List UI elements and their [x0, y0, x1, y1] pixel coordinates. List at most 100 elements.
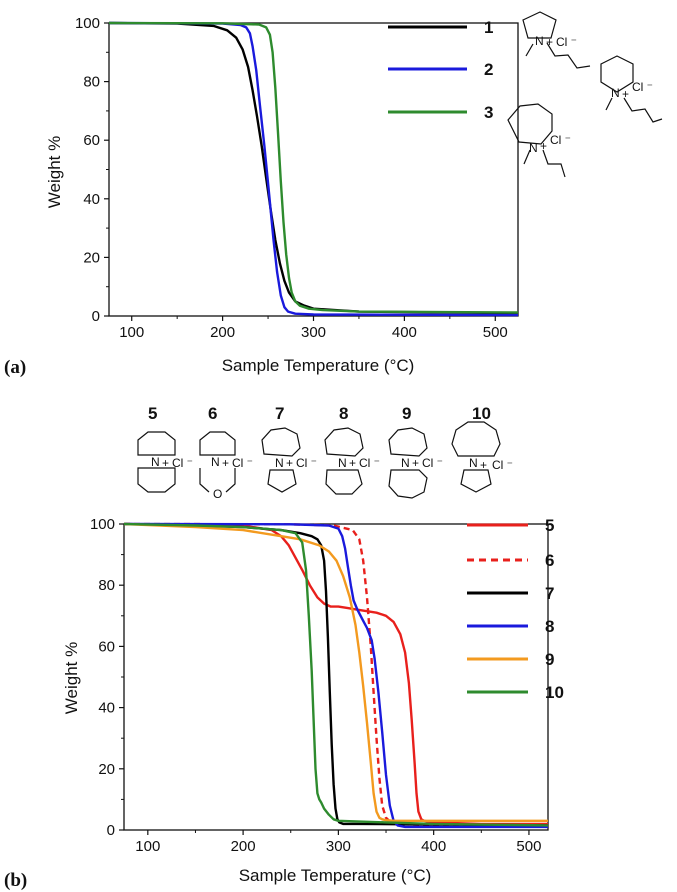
piperidine-ring	[199, 431, 236, 456]
legend-label-10: 10	[545, 683, 564, 702]
morpholine-ring-right	[225, 468, 236, 493]
compound-label-8: 8	[339, 404, 348, 423]
series-line-7	[123, 522, 549, 827]
anion-label: Cl ⁻	[632, 80, 653, 94]
structure-1: N + Cl ⁻	[522, 11, 591, 69]
legend-a: 1 2 3	[388, 18, 493, 122]
y-tick-label: 60	[83, 132, 100, 149]
series-line-6	[123, 522, 549, 829]
x-tick-label: 500	[516, 838, 541, 855]
legend-label-2: 2	[484, 60, 493, 79]
pyrrolidine-ring	[522, 11, 557, 39]
y-tick-label: 60	[98, 638, 115, 655]
azepane-ring	[324, 427, 364, 457]
legend-label-6: 6	[545, 551, 554, 570]
x-tick-label: 200	[210, 324, 235, 341]
x-tick-label: 300	[301, 324, 326, 341]
propyl-chain	[542, 149, 566, 178]
plot-frame-b	[123, 523, 549, 831]
series-lines-a	[108, 21, 519, 317]
plot-frame-a	[108, 22, 519, 317]
nitrogen-label: N	[401, 456, 410, 470]
axes-a: 100 200 300 400 500 0 20 40 60 80 100	[75, 15, 508, 341]
bond	[525, 43, 534, 57]
y-tick-label: 20	[83, 249, 100, 266]
bond	[605, 97, 613, 111]
anion-label: Cl ⁻	[492, 458, 513, 472]
structure-2: N + Cl ⁻	[600, 55, 663, 123]
nitrogen-label: N	[535, 34, 544, 48]
oxygen-label: O	[213, 487, 222, 501]
y-tick-label: 40	[98, 700, 115, 717]
y-tick-label: 80	[83, 74, 100, 91]
legend-label-9: 9	[545, 650, 554, 669]
x-axis-label-b: Sample Temperature (°C)	[239, 866, 432, 885]
compound-label-6: 6	[208, 404, 217, 423]
azocane-ring	[451, 421, 501, 457]
panel-a: 100 200 300 400 500 0 20 40 60 80 100 Sample Tempe…	[4, 11, 663, 378]
nitrogen-label: N	[469, 456, 478, 470]
panel-b: 100 200 300 400 500 0 20 40 60 80 100 Sample Tempe…	[4, 404, 564, 891]
nitrogen-label: N	[211, 455, 220, 469]
y-tick-label: 40	[83, 191, 100, 208]
nitrogen-label: N	[611, 86, 620, 100]
butyl-chain	[546, 42, 591, 69]
charge-label: +	[622, 87, 629, 101]
legend-label-3: 3	[484, 103, 493, 122]
charge-label: +	[162, 456, 169, 470]
x-tick-label: 500	[483, 324, 508, 341]
morpholine-ring	[199, 468, 210, 493]
y-tick-label: 100	[90, 516, 115, 533]
x-tick-label: 200	[231, 838, 256, 855]
compound-label-10: 10	[472, 404, 491, 423]
pyrrolidine-ring	[460, 469, 492, 493]
structure-7: N + Cl ⁻	[261, 427, 317, 493]
nitrogen-label: N	[338, 456, 347, 470]
series-line-10	[123, 522, 549, 827]
structure-10: N + Cl ⁻	[451, 421, 513, 493]
panel-label-b: (b)	[4, 870, 27, 891]
nitrogen-label: N	[275, 456, 284, 470]
structure-5: N + Cl ⁻	[137, 431, 193, 493]
charge-label: +	[349, 456, 356, 470]
structure-3: N + Cl ⁻	[507, 103, 571, 178]
nitrogen-label: N	[151, 455, 160, 469]
series-line-3	[108, 21, 519, 314]
piperidine-ring	[600, 55, 634, 93]
azepane-ring-bottom	[388, 469, 428, 499]
x-tick-label: 400	[421, 838, 446, 855]
compound-label-5: 5	[148, 404, 157, 423]
y-axis-label-a: Weight %	[45, 136, 64, 208]
x-tick-label: 400	[392, 324, 417, 341]
series-line-5	[123, 522, 548, 826]
y-axis-label-b: Weight %	[62, 642, 81, 714]
butyl-chain	[623, 97, 663, 123]
x-tick-label: 100	[135, 838, 160, 855]
series-line-8	[123, 522, 548, 829]
charge-label: +	[480, 458, 487, 472]
legend-b: 5 6 7 8 9 10	[467, 516, 564, 702]
x-tick-label: 300	[326, 838, 351, 855]
structure-9: N + Cl ⁻	[388, 427, 443, 499]
nitrogen-label: N	[529, 141, 538, 155]
anion-label: Cl ⁻	[422, 456, 443, 470]
legend-label-1: 1	[484, 18, 493, 37]
anion-label: Cl ⁻	[550, 133, 571, 147]
x-tick-label: 100	[119, 324, 144, 341]
charge-label: +	[412, 456, 419, 470]
charge-label: +	[286, 456, 293, 470]
compound-label-9: 9	[402, 404, 411, 423]
anion-label: Cl ⁻	[296, 456, 317, 470]
anion-label: Cl ⁻	[556, 35, 577, 49]
y-tick-label: 0	[92, 308, 100, 325]
panel-label-a: (a)	[4, 357, 26, 378]
pyrrolidine-ring	[267, 469, 297, 493]
y-tick-label: 0	[107, 822, 115, 839]
legend-label-7: 7	[545, 584, 554, 603]
series-line-2	[108, 21, 519, 317]
y-tick-label: 20	[98, 761, 115, 778]
series-lines-b	[123, 522, 549, 829]
azepane-ring-top	[388, 427, 428, 457]
anion-label: Cl ⁻	[232, 456, 253, 470]
